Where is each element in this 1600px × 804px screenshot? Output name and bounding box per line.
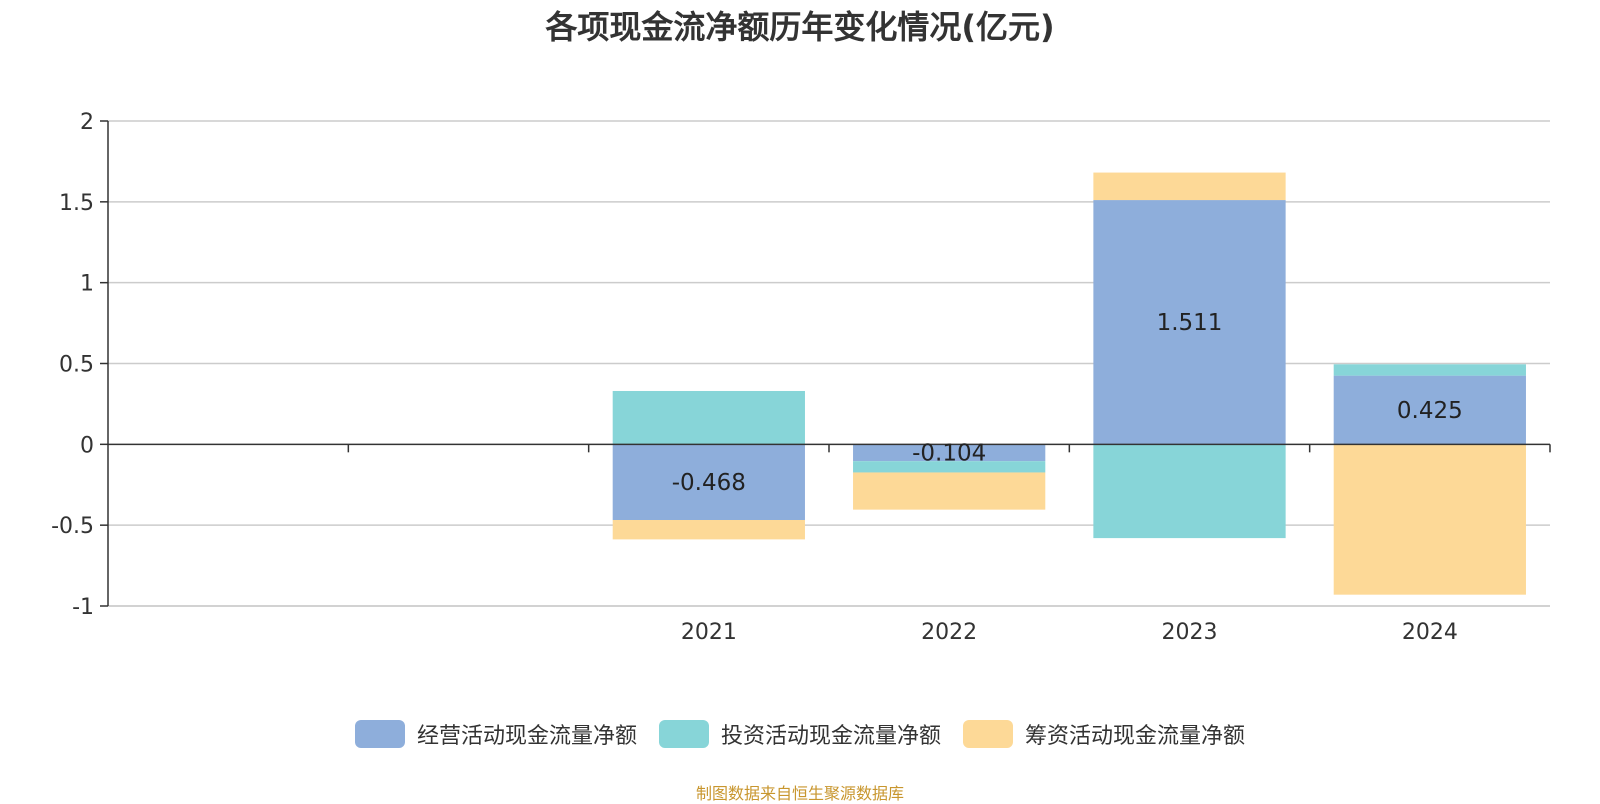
y-tick-label: 0: [80, 433, 94, 458]
bar-segment: [1333, 444, 1526, 595]
bar-segment: [612, 390, 805, 445]
chart-title: 各项现金流净额历年变化情况(亿元): [545, 8, 1055, 46]
legend-swatch: [354, 720, 405, 748]
x-tick-label: 2024: [1402, 620, 1458, 645]
bar-segment: [853, 444, 1046, 462]
legend-item[interactable]: 经营活动现金流量净额: [354, 718, 637, 750]
chart-legend: 经营活动现金流量净额 投资活动现金流量净额 筹资活动现金流量净额: [0, 718, 1600, 750]
legend-swatch: [658, 720, 709, 748]
data-label: -0.468: [672, 470, 746, 496]
grid-lines: [108, 120, 1550, 607]
x-tick-label: 2023: [1162, 620, 1218, 645]
bar-segment: [612, 444, 805, 520]
legend-swatch: [963, 720, 1013, 748]
data-labels: -0.468 -0.104 1.511 0.425: [672, 310, 1463, 496]
legend-item[interactable]: 投资活动现金流量净额: [658, 718, 941, 750]
legend-label: 投资活动现金流量净额: [720, 724, 941, 749]
data-label: 0.425: [1397, 398, 1463, 424]
y-tick-label: -1: [72, 595, 94, 620]
y-tick-label: 0.5: [59, 353, 94, 378]
y-tick-label: 1: [80, 272, 94, 297]
data-source-note: 制图数据来自恒生聚源数据库: [695, 784, 904, 803]
bar-segment: [1093, 444, 1286, 539]
legend-item[interactable]: 筹资活动现金流量净额: [963, 718, 1245, 750]
data-label: -0.104: [912, 441, 986, 467]
x-tick-label: 2021: [681, 620, 737, 645]
bar-segment: [612, 519, 805, 540]
x-tick-label: 2022: [921, 620, 977, 645]
bar-segment: [1333, 375, 1526, 445]
y-tick-label: 1.5: [59, 191, 94, 216]
axes: 2 1.5 1 0.5 0 -0.5 -1 2021 2022 2023 2024: [51, 110, 1551, 645]
data-label: 1.511: [1157, 310, 1223, 336]
legend-label: 筹资活动现金流量净额: [1025, 724, 1246, 749]
y-tick-label: 2: [80, 110, 94, 135]
bar-segment: [853, 472, 1046, 510]
y-tick-label: -0.5: [51, 514, 94, 539]
bar-segment: [1093, 200, 1286, 445]
bars: [612, 172, 1526, 595]
legend-label: 经营活动现金流量净额: [416, 724, 637, 749]
bar-segment: [853, 461, 1046, 473]
bar-segment: [1093, 172, 1286, 201]
bar-segment: [1333, 364, 1526, 376]
